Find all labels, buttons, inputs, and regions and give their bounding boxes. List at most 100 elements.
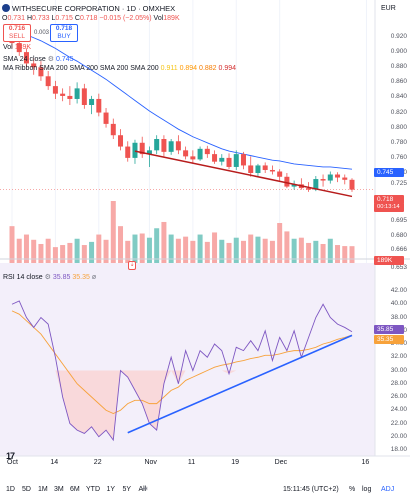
- price-axis-label: 0.666: [390, 246, 407, 253]
- range-button[interactable]: 5Y: [122, 486, 132, 493]
- candle-body: [38, 67, 44, 77]
- volume-bar: [154, 228, 160, 266]
- time-axis-label: 16: [361, 459, 370, 466]
- rsi-tag: 35.85: [374, 325, 404, 334]
- rsi-legend[interactable]: RSI 14 close ⚙ 35.85 35.35 ø: [3, 273, 96, 281]
- sell-button[interactable]: 0.716 SELL: [3, 24, 31, 42]
- volume-bar: [168, 234, 174, 266]
- range-button[interactable]: 6M: [70, 486, 80, 493]
- sma-legend-value: 0.745: [56, 56, 74, 63]
- candle-body: [342, 177, 348, 180]
- ribbon-legend[interactable]: MA Ribbon SMA 200 SMA 200 SMA 200 SMA 20…: [3, 65, 236, 72]
- volume-bar: [52, 247, 58, 266]
- range-button[interactable]: 1Y: [106, 486, 116, 493]
- candle-body: [81, 88, 87, 105]
- price-axis-label: 0.725: [390, 180, 407, 188]
- range-button[interactable]: 3M: [54, 486, 64, 493]
- spread-value: 0.003: [34, 30, 50, 36]
- range-button[interactable]: 5D: [22, 486, 31, 493]
- candles[interactable]: [9, 29, 355, 192]
- time-axis-label: 19: [231, 459, 240, 466]
- symbol-title[interactable]: WITHSECURE CORPORATION · 1D · OMXHEX: [11, 4, 176, 13]
- candle-body: [349, 179, 355, 190]
- volume-bar: [96, 234, 102, 266]
- dividend-marker-icon[interactable]: ⇣: [128, 261, 136, 270]
- symbol-logo-icon[interactable]: [2, 4, 10, 12]
- sma-legend[interactable]: SMA 24 close ⚙ 0.745: [3, 55, 74, 63]
- candle-body: [154, 139, 160, 151]
- price-axis-label: 0.680: [390, 232, 407, 239]
- volume-bar: [277, 223, 283, 266]
- volume-bar: [349, 246, 355, 266]
- open-value: 0.731: [7, 15, 25, 22]
- volume-bar: [146, 237, 152, 266]
- volume-bar: [219, 239, 225, 266]
- candle-body: [190, 156, 196, 160]
- candle-body: [52, 86, 58, 94]
- rsi-axis-label: 24.00: [390, 406, 407, 414]
- countdown-tag: 00:13:14: [374, 203, 404, 212]
- close-value: 0.718: [79, 15, 98, 22]
- candle-body: [74, 88, 80, 99]
- price-axis-label: 0.900: [390, 48, 407, 56]
- rsi-trendline: [127, 334, 353, 434]
- range-button[interactable]: YTD: [86, 486, 100, 493]
- price-axis-label: 0.820: [390, 108, 407, 116]
- buy-price: 0.718: [55, 25, 73, 32]
- volume-bar: [306, 242, 312, 266]
- percent-toggle[interactable]: %: [349, 486, 356, 493]
- eye-icon: ø: [91, 274, 97, 281]
- sma-price-tag: 0.745: [374, 168, 404, 177]
- volume-bar: [240, 240, 246, 266]
- currency-label[interactable]: EUR: [381, 5, 396, 12]
- volume-bar: [81, 245, 87, 266]
- ribbon-legend-label: MA Ribbon SMA 200 SMA 200 SMA 200 SMA 20…: [3, 65, 159, 72]
- candle-body: [233, 154, 239, 167]
- price-axis-label: 0.920: [390, 33, 407, 40]
- volume-bar: [327, 238, 333, 266]
- candle-body: [146, 150, 152, 155]
- range-button[interactable]: All: [138, 486, 147, 493]
- time-axis-label: Oct: [7, 459, 18, 466]
- buy-button[interactable]: 0.718 BUY: [50, 24, 78, 42]
- candle-body: [60, 93, 66, 96]
- candle-body: [306, 188, 312, 190]
- range-button[interactable]: 1D: [6, 486, 15, 493]
- candle-body: [31, 63, 37, 68]
- volume-bar: [74, 238, 80, 266]
- sma-24-line: [11, 29, 353, 170]
- adj-toggle[interactable]: ADJ: [381, 486, 395, 493]
- settings-icon[interactable]: ⚙: [47, 56, 55, 63]
- candle-body: [212, 154, 218, 162]
- candle-body: [262, 165, 268, 170]
- clock-readout[interactable]: 15:11:45 (UTC+2): [283, 486, 339, 493]
- sma-legend-label: SMA 24 close: [3, 56, 46, 63]
- volume-bar: [262, 238, 268, 266]
- candle-body: [284, 176, 290, 187]
- high-label: H: [26, 15, 32, 22]
- range-button[interactable]: 1M: [38, 486, 48, 493]
- rsi-axis-label: 38.00: [390, 313, 407, 321]
- candle-body: [16, 43, 22, 53]
- rsi-axis-label: 30.00: [390, 366, 407, 374]
- sell-price: 0.716: [8, 25, 26, 32]
- log-toggle[interactable]: log: [362, 486, 372, 493]
- low-value: 0.715: [55, 15, 73, 22]
- volume-legend[interactable]: Vol 189K: [3, 44, 31, 51]
- change-value: −0.015 (−2.05%): [99, 15, 152, 22]
- tradingview-logo[interactable]: 17: [6, 451, 15, 461]
- support-trendline[interactable]: [134, 150, 353, 198]
- volume-bar: [255, 236, 261, 266]
- date-range-icon[interactable]: ⇥: [141, 484, 148, 493]
- candle-body: [313, 179, 319, 190]
- rsi-axis-label: 22.00: [390, 419, 407, 427]
- rsi-settings-icon[interactable]: ⚙: [44, 274, 51, 281]
- volume-bar: [342, 246, 348, 266]
- price-axis-label: 0.880: [390, 63, 407, 71]
- price-axis-label: 0.860: [390, 78, 407, 86]
- candle-body: [67, 95, 73, 99]
- rsi-ma-legend-value: 35.35: [72, 274, 90, 281]
- volume-bar: [132, 234, 138, 266]
- candle-body: [118, 135, 124, 147]
